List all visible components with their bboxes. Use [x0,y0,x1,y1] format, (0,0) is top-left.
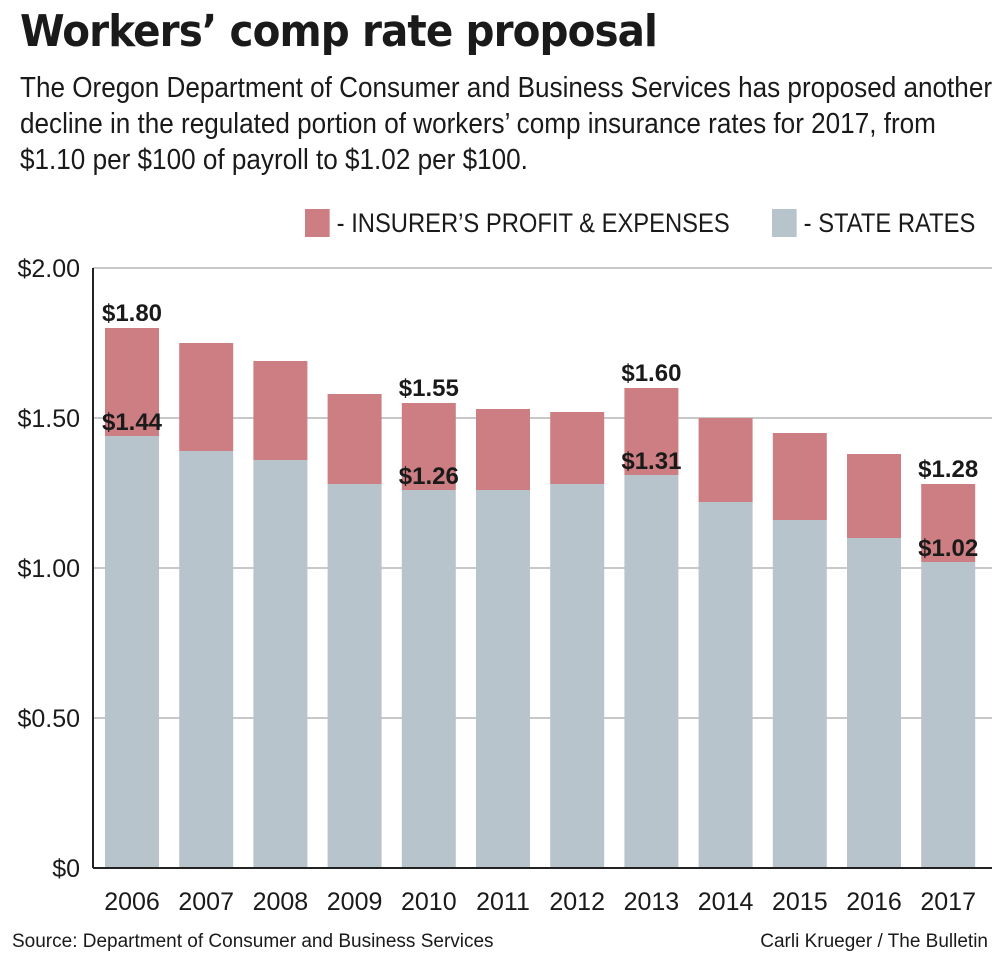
bar-insurer-2007 [179,343,234,451]
data-label-total: $1.55 [399,375,459,402]
data-label-state: $1.31 [621,448,681,475]
data-label-state: $1.26 [399,463,459,490]
bar-state-2009 [327,484,382,868]
bar-state-2013 [624,475,679,868]
y-tick-label: $1.50 [17,405,80,433]
x-tick-label: 2017 [920,888,976,916]
bar-insurer-2008 [253,361,308,460]
bar-insurer-2009 [327,394,382,484]
bar-state-2007 [179,451,234,868]
data-label-state: $1.02 [918,535,978,562]
chart-title: Workers’ comp rate proposal [20,6,658,57]
bar-state-2010 [401,490,456,868]
bar-insurer-2017 [921,484,976,562]
legend-item-insurer: - INSURER’S PROFIT & EXPENSES [305,205,730,241]
bar-state-2012 [550,484,605,868]
legend-label-insurer: - INSURER’S PROFIT & EXPENSES [336,207,730,238]
x-tick-label: 2006 [104,888,160,916]
bar-insurer-2014 [698,418,753,502]
bar-insurer-2016 [847,454,901,538]
bar-insurer-2011 [476,409,530,490]
y-tick-label: $0.50 [17,705,80,733]
bar-insurer-2012 [550,412,605,484]
data-label-total: $1.60 [621,360,681,387]
chart-subtitle: The Oregon Department of Consumer and Bu… [20,72,993,176]
bar-state-2015 [772,520,827,868]
bar-insurer-2013 [624,388,679,475]
bar-insurer-2015 [772,433,827,520]
x-tick-label: 2013 [624,888,680,916]
legend-swatch-insurer [305,209,330,237]
legend-item-state: - STATE RATES [772,205,975,241]
x-tick-label: 2007 [178,888,234,916]
bar-state-2017 [921,562,976,868]
bar-state-2006 [105,436,159,868]
x-tick-label: 2008 [253,888,309,916]
y-tick-label: $2.00 [17,255,80,283]
x-tick-label: 2012 [549,888,605,916]
bar-state-2008 [253,460,308,868]
x-tick-label: 2010 [401,888,457,916]
bar-insurer-2006 [105,328,159,436]
x-tick-label: 2015 [772,888,828,916]
data-label-state: $1.44 [102,409,163,436]
bar-state-2014 [698,502,753,868]
y-tick-label: $1.00 [17,555,80,583]
bar-insurer-2010 [401,403,456,490]
legend-swatch-state [772,209,797,237]
source-note: Source: Department of Consumer and Busin… [12,931,494,952]
credit-note: Carli Krueger / The Bulletin [760,931,988,952]
x-tick-label: 2011 [476,888,530,916]
data-label-total: $1.28 [918,456,978,483]
x-tick-label: 2016 [846,888,902,916]
y-tick-label: $0 [52,855,80,883]
x-tick-label: 2014 [698,888,754,916]
bar-state-2016 [847,538,901,868]
legend-label-state: - STATE RATES [803,207,976,238]
bar-state-2011 [476,490,530,868]
x-tick-label: 2009 [327,888,383,916]
data-label-total: $1.80 [102,300,162,327]
